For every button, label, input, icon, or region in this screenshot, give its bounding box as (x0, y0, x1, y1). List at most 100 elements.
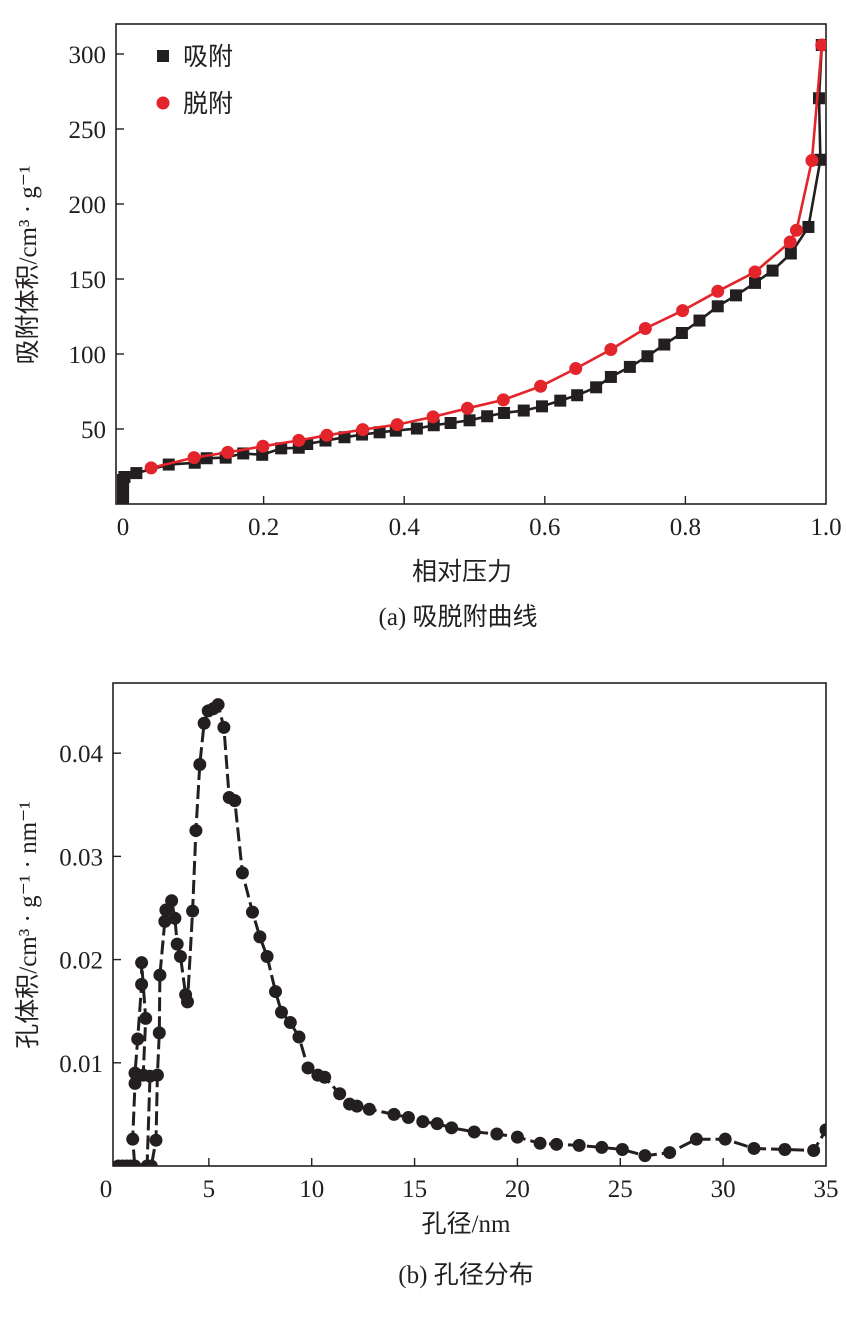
chart-a-x-axis-title: 相对压力 (412, 558, 512, 586)
chart-0-series-0-point (571, 389, 584, 402)
chart-1-series-0-point (269, 985, 283, 999)
chart-1-series-0-point (186, 904, 200, 918)
legend-label: 吸附 (183, 43, 233, 71)
chart-0-series-1-point (221, 445, 235, 459)
chart-1-series-0-point (165, 894, 179, 908)
chart-1-series-0-point (168, 911, 182, 925)
chart-0-series-0-point (641, 350, 654, 363)
chart-0-series-1-point (748, 265, 762, 279)
chart-0-y-tick-label: 300 (69, 42, 107, 69)
chart-1-x-tick-label: 30 (711, 1176, 736, 1203)
chart-1-series-0-point (638, 1149, 652, 1163)
chart-1-x-tick-label: 35 (814, 1176, 839, 1203)
chart-0-series-0-point (481, 410, 494, 423)
chart-1-series-0-point (467, 1125, 481, 1139)
chart-0-series-1-point (604, 343, 618, 356)
chart-0-series-0-point (517, 404, 530, 417)
chart-1-series-0-point (572, 1138, 586, 1152)
chart-0-x-tick-label: 0.2 (248, 514, 279, 541)
chart-1-series-0-point (550, 1137, 564, 1151)
chart-1-series-0-point (318, 1070, 332, 1084)
chart-1-series-0-point (615, 1142, 629, 1156)
chart-0-y-tick-label: 250 (69, 117, 107, 144)
chart-b-pore-size-distribution: 0 5 10 15 20 25 30 35 0.01 0.02 0.03 0.04 (59, 682, 839, 1203)
chart-0-series-1-point (144, 461, 158, 475)
chart-1-series-0-point (416, 1115, 430, 1129)
chart-0-series-0-point (812, 92, 825, 105)
chart-1-series-0-point (150, 1068, 164, 1082)
chart-0-y-tick-label: 200 (69, 192, 107, 219)
chart-0-series-0-point (373, 426, 386, 439)
chart-a-caption: (a) 吸脱附曲线 (379, 603, 538, 631)
legend-label: 脱附 (183, 90, 233, 118)
chart-1-series-0-point (197, 716, 211, 730)
chart-0-y-tick-label: 50 (81, 417, 106, 444)
chart-b-x-axis-title: 孔径/nm (422, 1210, 511, 1238)
chart-1-series-0-point (362, 1102, 376, 1116)
chart-1-series-0-point (401, 1110, 415, 1124)
chart-0-series-1-point (256, 439, 270, 453)
chart-0-series-1-point (676, 304, 690, 318)
chart-0-series-0-point (554, 394, 567, 407)
chart-1-series-0-point (274, 1005, 288, 1019)
chart-0-series-0-point (275, 442, 288, 455)
chart-0-series-1-point (460, 401, 474, 415)
chart-0-x-tick-label: 0.8 (670, 514, 701, 541)
chart-0-series-1-point (711, 284, 725, 298)
chart-1-series-0-point (510, 1130, 524, 1144)
chart-1-series-0-point (135, 977, 149, 991)
chart-1-series-0-point (173, 949, 187, 963)
chart-0-series-1-point (534, 379, 548, 393)
chart-1-series-0-point (301, 1061, 315, 1075)
chart-1-y-tick-label: 0.03 (59, 844, 103, 871)
chart-0-series-0-point (463, 414, 476, 427)
chart-1-series-0-point (131, 1032, 145, 1046)
chart-0-series-1-point (815, 38, 826, 52)
chart-1-series-0-point (283, 1016, 297, 1030)
chart-1-series-0-point (158, 914, 172, 928)
chart-1-y-tick-label: 0.02 (59, 948, 103, 975)
chart-1-y-tick-label: 0.04 (59, 741, 103, 768)
chart-0-x-tick-label: 0 (117, 514, 130, 541)
chart-0-series-0-point (118, 471, 131, 483)
chart-0-x-tick-label: 0.4 (389, 514, 421, 541)
chart-0-series-0-point (590, 381, 603, 394)
chart-1-series-0-point (228, 794, 242, 808)
chart-1-series-0-point (718, 1132, 732, 1146)
chart-0-series-0-point (130, 467, 143, 480)
chart-1-series-0-point (260, 949, 274, 963)
chart-1-x-tick-label: 5 (203, 1176, 216, 1203)
chart-1-series-0-point (126, 1132, 140, 1146)
chart-0-series-0-point (410, 422, 423, 435)
chart-1-series-0-line (118, 702, 826, 1166)
chart-1-series-0-point (135, 956, 149, 970)
chart-1-series-0-point (819, 1123, 826, 1137)
chart-0-x-tick-label: 0.6 (529, 514, 560, 541)
chart-1-x-tick-label: 10 (299, 1176, 324, 1203)
chart-0-series-1-point (390, 418, 404, 432)
chart-1-x-tick-label: 0 (100, 1176, 113, 1203)
chart-1-series-0-point (663, 1146, 677, 1160)
chart-0-series-0-point (675, 327, 688, 339)
chart-0-series-0-point (498, 406, 511, 419)
chart-0-series-0-point (623, 360, 636, 373)
chart-0-series-0-point (693, 314, 706, 327)
chart-1-series-0-point (807, 1144, 821, 1158)
chart-1-series-0-point (217, 720, 231, 734)
chart-0-y-tick-label: 150 (69, 267, 107, 294)
chart-0-series-0-point (730, 289, 743, 302)
chart-1-series-0-point (333, 1087, 347, 1101)
chart-1-series-0-point (159, 903, 173, 917)
chart-a-y-axis-title: 吸附体积/cm³ · g⁻¹ (14, 166, 42, 365)
chart-1-series-0-point (211, 698, 225, 712)
legend-marker-circle (156, 96, 170, 110)
chart-0-series-0-point (766, 264, 779, 277)
chart-0-series-1-point (638, 322, 652, 335)
chart-0-series-0-point (658, 338, 671, 351)
chart-1-series-0-point (595, 1140, 609, 1154)
chart-1-series-0-point (387, 1107, 401, 1121)
chart-1-series-0-point (747, 1141, 761, 1155)
chart-0-series-1-point (789, 223, 803, 237)
chart-1-series-0-point (445, 1121, 459, 1135)
chart-1-series-0-point (128, 1159, 142, 1166)
